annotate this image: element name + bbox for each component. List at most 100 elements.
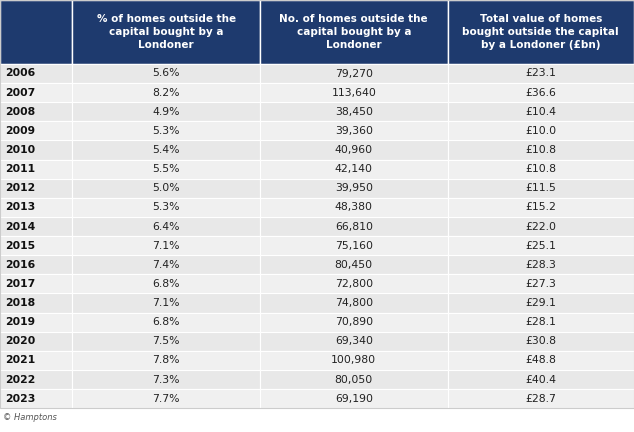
Bar	[72, 83, 260, 102]
Text: 2007: 2007	[5, 88, 36, 98]
Bar	[72, 140, 260, 159]
Text: 7.3%: 7.3%	[152, 375, 180, 384]
Text: £23.1: £23.1	[526, 69, 556, 79]
Bar	[0, 332, 72, 351]
Bar	[448, 140, 634, 159]
Text: 39,950: 39,950	[335, 183, 373, 193]
Bar	[72, 121, 260, 140]
Bar	[260, 274, 448, 293]
Bar	[448, 121, 634, 140]
Bar	[448, 198, 634, 217]
Text: 69,340: 69,340	[335, 336, 373, 346]
Text: 5.3%: 5.3%	[152, 203, 180, 213]
Bar	[260, 159, 448, 179]
Text: 42,140: 42,140	[335, 164, 373, 174]
Bar	[0, 179, 72, 198]
Bar	[448, 293, 634, 313]
Text: © Hamptons: © Hamptons	[3, 413, 57, 422]
Text: No. of homes outside the
capital bought by a
Londoner: No. of homes outside the capital bought …	[280, 14, 428, 50]
Text: 6.8%: 6.8%	[152, 279, 180, 289]
Text: 2011: 2011	[5, 164, 36, 174]
Bar	[0, 140, 72, 159]
Bar	[260, 313, 448, 332]
Text: £11.5: £11.5	[526, 183, 556, 193]
Bar	[448, 389, 634, 408]
Text: £28.7: £28.7	[526, 394, 556, 403]
Text: £27.3: £27.3	[526, 279, 556, 289]
Text: 2018: 2018	[5, 298, 36, 308]
Bar	[72, 0, 260, 64]
Bar	[448, 159, 634, 179]
Text: 72,800: 72,800	[335, 279, 373, 289]
Text: £36.6: £36.6	[526, 88, 556, 98]
Bar	[448, 0, 634, 64]
Bar	[448, 351, 634, 370]
Text: £15.2: £15.2	[526, 203, 556, 213]
Text: 2020: 2020	[5, 336, 36, 346]
Text: £10.4: £10.4	[526, 107, 556, 117]
Text: 2013: 2013	[5, 203, 36, 213]
Bar	[260, 198, 448, 217]
Text: 2023: 2023	[5, 394, 36, 403]
Bar	[260, 179, 448, 198]
Text: 6.8%: 6.8%	[152, 317, 180, 327]
Text: 2022: 2022	[5, 375, 36, 384]
Bar	[260, 389, 448, 408]
Bar	[72, 351, 260, 370]
Bar	[448, 179, 634, 198]
Bar	[260, 0, 448, 64]
Bar	[0, 102, 72, 121]
Bar	[72, 217, 260, 236]
Text: £30.8: £30.8	[526, 336, 556, 346]
Bar	[448, 102, 634, 121]
Text: £28.3: £28.3	[526, 260, 556, 270]
Bar	[0, 0, 72, 64]
Text: 8.2%: 8.2%	[152, 88, 180, 98]
Bar	[0, 274, 72, 293]
Bar	[72, 159, 260, 179]
Text: 4.9%: 4.9%	[152, 107, 180, 117]
Text: 2019: 2019	[5, 317, 36, 327]
Text: 2021: 2021	[5, 356, 36, 365]
Bar	[260, 64, 448, 83]
Text: 7.4%: 7.4%	[152, 260, 180, 270]
Bar	[0, 121, 72, 140]
Text: 2016: 2016	[5, 260, 36, 270]
Text: £22.0: £22.0	[526, 222, 556, 232]
Bar	[72, 64, 260, 83]
Text: £48.8: £48.8	[526, 356, 556, 365]
Text: 66,810: 66,810	[335, 222, 373, 232]
Text: % of homes outside the
capital bought by a
Londoner: % of homes outside the capital bought by…	[96, 14, 236, 50]
Bar	[72, 274, 260, 293]
Text: £10.0: £10.0	[525, 126, 557, 136]
Text: 2010: 2010	[5, 145, 36, 155]
Text: 5.0%: 5.0%	[152, 183, 180, 193]
Bar	[448, 313, 634, 332]
Text: 5.3%: 5.3%	[152, 126, 180, 136]
Bar	[260, 332, 448, 351]
Bar	[260, 102, 448, 121]
Bar	[72, 236, 260, 255]
Bar	[72, 332, 260, 351]
Text: 7.1%: 7.1%	[152, 241, 180, 251]
Bar	[0, 217, 72, 236]
Text: 7.7%: 7.7%	[152, 394, 180, 403]
Text: 70,890: 70,890	[335, 317, 373, 327]
Bar	[260, 140, 448, 159]
Bar	[72, 370, 260, 389]
Text: £10.8: £10.8	[526, 164, 556, 174]
Text: Total value of homes
bought outside the capital
by a Londoner (£bn): Total value of homes bought outside the …	[462, 14, 619, 50]
Text: 2015: 2015	[5, 241, 36, 251]
Bar	[260, 217, 448, 236]
Bar	[448, 83, 634, 102]
Bar	[72, 293, 260, 313]
Bar	[72, 389, 260, 408]
Text: 113,640: 113,640	[332, 88, 376, 98]
Text: 7.1%: 7.1%	[152, 298, 180, 308]
Text: 2012: 2012	[5, 183, 36, 193]
Bar	[0, 313, 72, 332]
Text: 2006: 2006	[5, 69, 36, 79]
Bar	[260, 121, 448, 140]
Bar	[72, 102, 260, 121]
Bar	[72, 179, 260, 198]
